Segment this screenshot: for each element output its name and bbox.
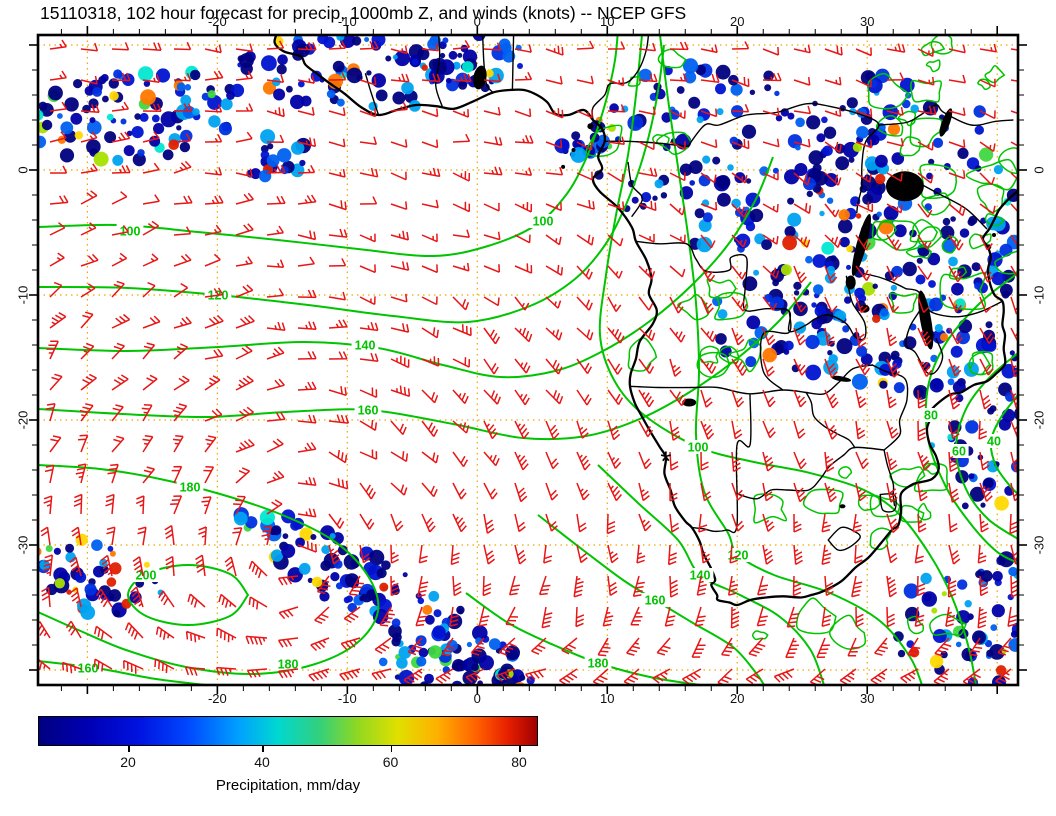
axis-tick-label-right: -30 <box>1031 535 1047 555</box>
colorbar-tick-label: 60 <box>382 754 399 770</box>
axis-top-longitude: -20 -10 0 10 20 30 <box>38 14 1018 30</box>
svg-text:60: 60 <box>952 445 966 459</box>
colorbar-tick-label: 80 <box>511 754 527 770</box>
svg-text:180: 180 <box>180 481 201 495</box>
basemap-layer <box>273 35 1018 607</box>
svg-text:160: 160 <box>78 662 99 676</box>
svg-text:40: 40 <box>987 435 1001 449</box>
colorbar-tickmark <box>519 746 521 752</box>
map-frame <box>29 26 1027 694</box>
axis-tick-label-bottom: 10 <box>600 691 615 706</box>
station-marker: * <box>660 445 671 476</box>
country-borders <box>364 35 1014 552</box>
svg-text:100: 100 <box>120 225 141 239</box>
svg-text:100: 100 <box>533 215 554 229</box>
svg-text:180: 180 <box>278 658 299 672</box>
axis-tick-label-right: -20 <box>1031 410 1047 430</box>
axis-tick-label-top: 0 <box>473 14 481 29</box>
svg-text:140: 140 <box>355 339 376 353</box>
axis-bottom-longitude: -20 -10 0 10 20 30 <box>38 691 1018 707</box>
axis-tick-label-bottom: 20 <box>730 691 745 706</box>
colorbar-tickmark <box>262 746 264 752</box>
axis-tick-label-top: 20 <box>730 14 745 29</box>
axis-tick-label-bottom: -10 <box>337 691 357 706</box>
map-canvas: 1001001201401601801802001601001201401601… <box>29 26 1027 694</box>
precip-colorbar <box>38 716 538 746</box>
axis-left-latitude: 0 -10 -20 -30 <box>14 35 32 685</box>
colorbar-tick-label: 40 <box>254 754 270 770</box>
axis-tick-label-top: 30 <box>859 14 875 29</box>
colorbar-tickmark <box>390 746 392 752</box>
axis-tick-label-top: -10 <box>337 14 357 29</box>
colorbar-label: Precipitation, mm/day <box>215 777 361 794</box>
axis-tick-label-bottom: 0 <box>473 691 481 706</box>
svg-text:160: 160 <box>358 404 379 418</box>
page-title: 15110318, 102 hour forecast for precip, … <box>40 3 687 23</box>
africa-coastline <box>273 35 1018 607</box>
grid-layer <box>38 35 1018 685</box>
axis-right-latitude: 0 -10 -20 -30 <box>1030 35 1048 685</box>
lakes-layer <box>473 65 996 509</box>
svg-text:160: 160 <box>645 594 666 608</box>
colorbar-tickmark <box>128 746 130 752</box>
svg-text:180: 180 <box>588 657 609 671</box>
axis-tick-label-bottom: -20 <box>207 691 227 706</box>
svg-text:200: 200 <box>136 569 157 583</box>
contour-labels-layer: 1001001201401601801802001601001201401601… <box>74 214 1004 676</box>
svg-text:80: 80 <box>924 409 938 423</box>
axis-tick-label-right: 0 <box>1031 166 1047 174</box>
wind-barbs-layer <box>38 39 1018 685</box>
axis-tick-label-left: 0 <box>15 166 31 174</box>
axis-tick-label-top: -20 <box>207 14 227 29</box>
axis-tick-label-left: -10 <box>15 285 31 305</box>
axis-tick-label-top: 10 <box>600 14 615 29</box>
colorbar-tick-label: 20 <box>120 754 136 770</box>
axis-tick-label-right: -10 <box>1031 285 1047 305</box>
svg-text:140: 140 <box>690 569 711 583</box>
axis-tick-label-left: -20 <box>15 410 31 430</box>
svg-text:100: 100 <box>688 441 709 455</box>
axis-tick-label-bottom: 30 <box>859 691 875 706</box>
map-panel: 100 100 120 140 160 180 180 200 160 100 120 140 160 1… <box>16 14 1047 706</box>
axis-tick-label-left: -30 <box>15 535 31 555</box>
